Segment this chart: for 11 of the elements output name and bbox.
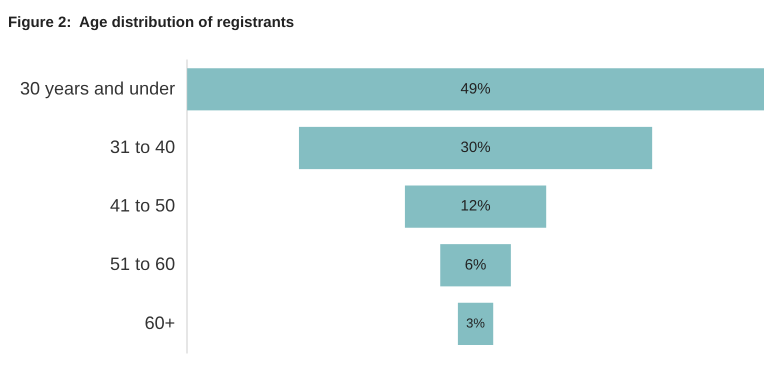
data-label: 6% [464, 256, 486, 274]
category-label: 41 to 50 [110, 196, 176, 216]
data-label: 12% [460, 198, 491, 215]
data-label: 49% [460, 80, 491, 98]
category-label: 30 years and under [20, 78, 176, 98]
category-label: 51 to 60 [110, 254, 176, 274]
category-label: 60+ [144, 312, 176, 333]
data-label: 30% [460, 139, 491, 156]
data-label: 3% [466, 315, 486, 330]
category-label: 31 to 40 [110, 136, 176, 157]
text: Figure 2: Age distribution of registrants [8, 14, 294, 32]
